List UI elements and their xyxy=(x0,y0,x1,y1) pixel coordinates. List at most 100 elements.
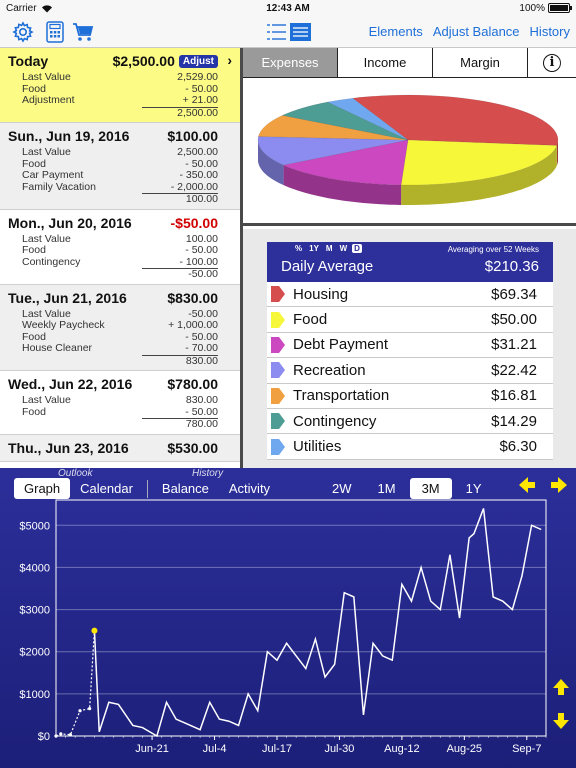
toolbar-links: Elements Adjust Balance History xyxy=(369,24,576,39)
day-row[interactable]: Sun., Jun 19, 2016 $100.00 Last Value 2,500… xyxy=(0,123,240,210)
battery-percent: 100% xyxy=(519,2,545,14)
pie-slice[interactable] xyxy=(258,115,409,141)
calculator-icon xyxy=(46,20,64,43)
transaction-value: - 50.00 xyxy=(185,82,218,95)
transaction-label: Last Value xyxy=(22,307,71,320)
history-link[interactable]: History xyxy=(529,24,570,39)
category-row[interactable]: Recreation $22.42 xyxy=(267,358,553,384)
pie-slice[interactable] xyxy=(281,101,409,141)
day-total-line: 100.00 xyxy=(8,193,218,205)
y-tick-label: $4000 xyxy=(19,562,50,574)
today-marker[interactable] xyxy=(91,627,98,634)
transaction-value: 2,529.00 xyxy=(177,71,218,83)
range-1y[interactable]: 1Y xyxy=(465,481,482,496)
category-row[interactable]: Utilities $6.30 xyxy=(267,434,553,460)
category-name: Transportation xyxy=(293,387,390,405)
transaction-label: Last Value xyxy=(22,232,71,245)
history-point xyxy=(78,709,82,713)
period-option[interactable]: % xyxy=(295,244,303,253)
arrow-right-icon[interactable] xyxy=(550,476,568,494)
period-option[interactable]: W xyxy=(339,244,348,253)
day-row[interactable]: Tue., Jun 21, 2016 $830.00 Last Value -50.0… xyxy=(0,284,240,371)
range-2w[interactable]: 2W xyxy=(332,481,352,496)
scroll-arrows xyxy=(518,476,568,494)
transaction-line: Car Payment - 350.00 xyxy=(8,169,218,182)
info-button[interactable]: i xyxy=(528,48,576,77)
tab-balance[interactable]: Balance xyxy=(161,481,209,496)
category-row[interactable]: Food $50.00 xyxy=(267,307,553,333)
day-header: Today $2,500.00 Adjust xyxy=(8,52,218,70)
transaction-label: Last Value xyxy=(22,394,71,406)
transaction-value: - 70.00 xyxy=(185,342,218,354)
day-balance: $830.00 xyxy=(167,289,218,306)
category-name: Housing xyxy=(293,285,349,303)
plot-area xyxy=(55,499,547,737)
category-value: $69.34 xyxy=(491,285,537,303)
info-icon: i xyxy=(543,53,561,72)
elements-link[interactable]: Elements xyxy=(368,24,423,39)
period-selector: % 1Y M W D xyxy=(293,244,362,253)
panel-divider xyxy=(240,48,243,468)
x-tick-label: Aug-12 xyxy=(384,743,419,755)
transaction-line: Food - 50.00 xyxy=(8,406,218,419)
day-row[interactable]: Thu., Jun 23, 2016 $530.00 xyxy=(0,434,240,462)
pie-slice[interactable] xyxy=(282,139,409,186)
cart-button[interactable] xyxy=(70,19,96,45)
clock: 12:43 AM xyxy=(266,2,310,14)
category-row[interactable]: Contingency $14.29 xyxy=(267,409,553,435)
adjust-button[interactable]: Adjust xyxy=(178,54,218,68)
tab-income[interactable]: Income xyxy=(338,48,433,77)
list-view-button[interactable] xyxy=(266,22,312,47)
tab-activity[interactable]: Activity xyxy=(228,481,271,496)
day-total-line: -50.00 xyxy=(8,268,218,280)
category-marker-icon xyxy=(271,387,285,404)
category-value: $6.30 xyxy=(499,438,537,456)
pie-slice[interactable] xyxy=(352,94,559,146)
gear-icon xyxy=(12,20,34,43)
tab-margin[interactable]: Margin xyxy=(433,48,528,77)
pie-slice[interactable] xyxy=(400,139,558,186)
category-row[interactable]: Transportation $16.81 xyxy=(267,384,553,409)
day-row[interactable]: Today $2,500.00 Adjust › Last Value 2,529.00 F… xyxy=(0,48,240,123)
chevron-right-icon[interactable]: › xyxy=(227,52,232,68)
tab-graph[interactable]: Graph xyxy=(14,478,71,499)
x-tick-label: Jul-30 xyxy=(324,743,354,755)
period-option[interactable]: M xyxy=(325,244,333,253)
range-1m[interactable]: 1M xyxy=(377,481,396,496)
x-tick-label: Jun-21 xyxy=(135,743,169,755)
settings-button[interactable] xyxy=(10,19,36,45)
category-row[interactable]: Debt Payment $31.21 xyxy=(267,333,553,359)
transaction-lines: Last Value -50.00 Weekly Paycheck + 1,000.0… xyxy=(8,307,218,366)
day-row[interactable]: Wed., Jun 22, 2016 $780.00 Last Value 830.0… xyxy=(0,371,240,435)
tab-calendar[interactable]: Calendar xyxy=(80,481,133,496)
arrow-up-icon[interactable] xyxy=(552,678,570,696)
pie-slice[interactable] xyxy=(326,97,409,141)
average-header: % 1Y M W D Averaging over 52 Weeks Daily Ave… xyxy=(267,242,553,282)
period-option[interactable]: D xyxy=(352,244,362,253)
pie-slice[interactable] xyxy=(257,136,409,166)
day-list[interactable]: Today $2,500.00 Adjust › Last Value 2,529.00 F… xyxy=(0,48,240,468)
tab-separator xyxy=(146,479,148,498)
day-title: Thu., Jun 23, 2016 xyxy=(8,439,129,456)
category-row[interactable]: Housing $69.34 xyxy=(267,282,553,308)
transaction-line: Last Value 100.00 xyxy=(8,232,218,246)
range-3m[interactable]: 3M xyxy=(409,478,452,499)
transaction-line: Food - 50.00 xyxy=(8,331,218,344)
category-marker-icon xyxy=(271,286,285,303)
average-area: % 1Y M W D Averaging over 52 Weeks Daily Ave… xyxy=(243,229,576,468)
arrow-down-icon[interactable] xyxy=(552,712,570,730)
day-header: Sun., Jun 19, 2016 $100.00 xyxy=(8,127,218,145)
arrow-left-icon[interactable] xyxy=(518,476,536,494)
transaction-label: Adjustment xyxy=(22,94,75,106)
calculator-button[interactable] xyxy=(42,19,68,45)
period-option[interactable]: 1Y xyxy=(309,244,319,253)
day-total: 830.00 xyxy=(142,354,218,366)
tab-expenses[interactable]: Expenses xyxy=(243,48,338,77)
day-balance: $530.00 xyxy=(167,439,218,456)
day-row[interactable]: Mon., Jun 20, 2016 -$50.00 Last Value 100.0… xyxy=(0,210,240,285)
day-header: Tue., Jun 21, 2016 $830.00 xyxy=(8,289,218,307)
transaction-label: Contingency xyxy=(22,255,81,268)
history-point xyxy=(54,734,58,738)
pie-slice-side xyxy=(283,165,402,205)
adjust-balance-link[interactable]: Adjust Balance xyxy=(432,24,520,39)
